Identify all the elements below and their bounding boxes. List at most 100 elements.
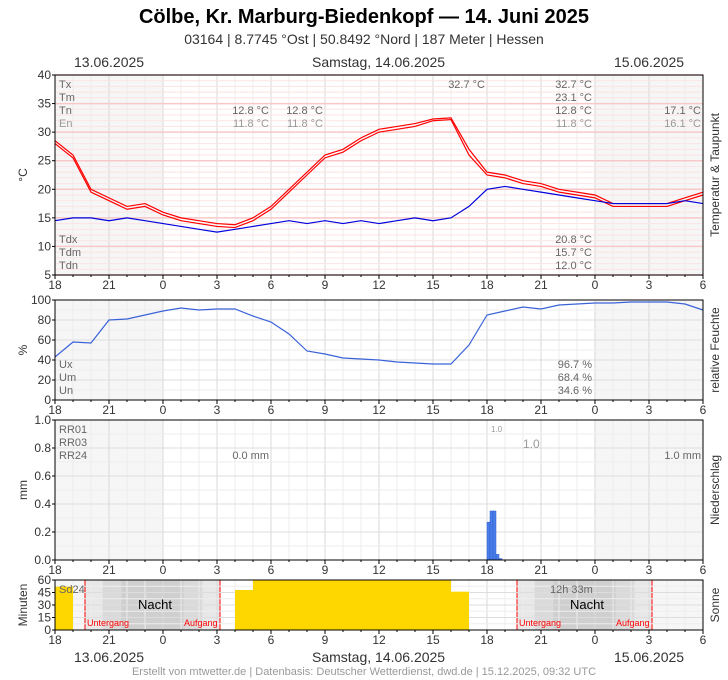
sunset-label: Untergang [519, 618, 562, 628]
y-tick-label: 20 [38, 182, 52, 196]
bar [361, 580, 379, 630]
x-tick-label: 3 [214, 563, 221, 577]
x-tick-label: 3 [214, 633, 221, 647]
bar [415, 580, 433, 630]
date-right: 15.06.2025 [614, 54, 685, 70]
stat-tn: 12.8 °C [555, 105, 592, 117]
bar [433, 580, 451, 630]
x-tick-label: 6 [268, 278, 275, 292]
y-tick-label: 45 [38, 586, 52, 600]
stat-um: 68.4 % [557, 372, 592, 384]
x-tick-label: 0 [592, 278, 599, 292]
x-tick-label: 0 [160, 563, 167, 577]
x-tick-label: 12 [372, 633, 386, 647]
date-left-bottom: 13.06.2025 [74, 649, 145, 665]
x-tick-label: 18 [480, 563, 494, 577]
x-tick-label: 12 [372, 403, 386, 417]
series-line-0 [54, 301, 704, 365]
y-tick-label: 35 [38, 97, 52, 111]
x-tick-label: 3 [646, 403, 653, 417]
y-tick-label: 25 [38, 154, 52, 168]
x-tick-label: 21 [102, 633, 116, 647]
x-tick-label: 6 [268, 403, 275, 417]
panel-title: relative Feuchte [708, 307, 722, 393]
y-axis-label: mm [16, 480, 30, 500]
stat-label-tm: Tm [59, 92, 75, 104]
stat-label-tx: Tx [59, 79, 72, 91]
stat-tn-next: 17.1 °C [664, 105, 701, 117]
x-tick-label: 0 [592, 633, 599, 647]
stat-en-b: 11.8 °C [287, 118, 323, 130]
x-tick-label: 21 [534, 633, 548, 647]
date-left: 13.06.2025 [74, 54, 145, 70]
x-tick-label: 21 [102, 278, 116, 292]
x-tick-label: 21 [102, 403, 116, 417]
stat-tn-b: 12.8 °C [286, 105, 323, 117]
stat-label-sd24: Sd24 [59, 584, 85, 596]
y-tick-label: 15 [38, 211, 52, 225]
bar [253, 580, 271, 630]
x-tick-label: 21 [534, 278, 548, 292]
y-axis-label: % [16, 344, 30, 355]
x-tick-label: 15 [426, 278, 440, 292]
x-tick-label: 6 [700, 563, 707, 577]
x-tick-label: 21 [102, 563, 116, 577]
footer-credits: Erstellt von mtwetter.de | Datenbasis: D… [131, 666, 597, 678]
stat-label-ux: Ux [59, 359, 73, 371]
x-tick-label: 15 [426, 563, 440, 577]
stat-rr24: 1.0 mm [664, 450, 701, 462]
x-tick-label: 18 [480, 403, 494, 417]
y-tick-label: 0 [44, 623, 51, 637]
y-axis-label: Minuten [16, 584, 30, 627]
x-tick-label: 9 [322, 278, 329, 292]
x-tick-label: 18 [48, 278, 62, 292]
x-tick-label: 18 [480, 278, 494, 292]
bar [271, 580, 289, 630]
series-line-0 [54, 117, 704, 226]
y-axis-label: °C [16, 168, 30, 182]
bar [235, 590, 253, 630]
stat-rr24-prev: 0.0 mm [232, 450, 269, 462]
bar [343, 580, 361, 630]
stat-label-rr24: RR24 [59, 450, 88, 462]
y-tick-label: 0.6 [34, 469, 51, 483]
y-tick-label: 10 [38, 239, 52, 253]
y-tick-label: 0.8 [34, 441, 51, 455]
x-tick-label: 0 [160, 403, 167, 417]
x-tick-label: 3 [646, 633, 653, 647]
x-tick-label: 6 [700, 633, 707, 647]
x-tick-label: 6 [700, 403, 707, 417]
stat-tn-a: 12.8 °C [232, 105, 269, 117]
stat-ux: 96.7 % [557, 359, 592, 371]
x-tick-label: 12 [372, 563, 386, 577]
y-tick-label: 100 [31, 293, 51, 307]
y-tick-label: 20 [38, 373, 52, 387]
stat-label-tdm: Tdm [59, 247, 81, 259]
bar [289, 580, 307, 630]
page-title: Cölbe, Kr. Marburg-Biedenkopf — 14. Juni… [138, 6, 590, 28]
y-tick-label: 0.4 [34, 497, 51, 511]
y-tick-label: 40 [38, 353, 52, 367]
stat-label-en: En [59, 118, 73, 130]
date-center: Samstag, 14.06.2025 [312, 54, 446, 70]
stat-en-a: 11.8 °C [233, 118, 269, 130]
stat-label-tdx: Tdx [59, 234, 78, 246]
sunset-label: Untergang [87, 618, 130, 628]
x-tick-label: 6 [268, 563, 275, 577]
stat-label-rr01: RR01 [59, 424, 88, 436]
stat-tx: 32.7 °C [555, 79, 592, 91]
stat-label-tn: Tn [59, 105, 72, 117]
y-tick-label: 15 [38, 611, 52, 625]
series-line-1 [54, 118, 704, 229]
y-tick-label: 0.2 [34, 525, 51, 539]
bar [379, 580, 397, 630]
bar [489, 510, 494, 561]
panel-title: Niederschlag [708, 455, 722, 525]
sunrise-label: Aufgang [616, 618, 650, 628]
y-tick-label: 1.0 [34, 413, 51, 427]
y-tick-label: 0 [44, 393, 51, 407]
stat-rr03: 1.0 [523, 437, 540, 451]
x-tick-label: 9 [322, 633, 329, 647]
stat-label-rr03: RR03 [59, 437, 88, 449]
y-tick-label: 30 [38, 125, 52, 139]
